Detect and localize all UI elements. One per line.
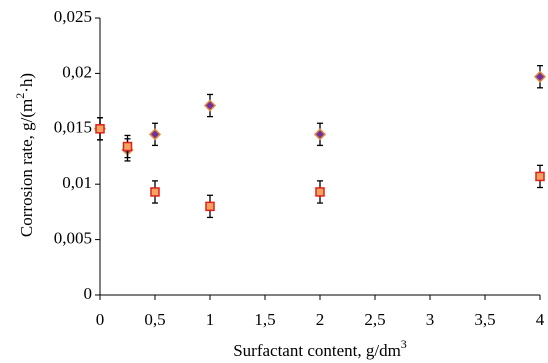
y-tick-label: 0,015: [54, 118, 92, 137]
y-axis-label-text-end: ·h): [17, 73, 36, 93]
square-marker: [315, 187, 325, 197]
y-tick-label: 0,005: [54, 229, 92, 248]
x-axis-label: Surfactant content, g/dm3: [233, 337, 407, 360]
y-axis-label-sup: 2: [13, 93, 27, 99]
y-tick-label: 0,02: [62, 62, 92, 81]
y-tick-label: 0,025: [54, 7, 92, 26]
x-axis-label-text: Surfactant content, g/dm: [233, 341, 401, 360]
square-marker: [535, 171, 545, 182]
square-marker: [122, 141, 133, 152]
x-tick-label: 0: [96, 310, 105, 329]
x-axis-label-sup: 3: [401, 337, 407, 351]
diamond-marker: [313, 128, 327, 141]
x-tick-label: 4: [536, 310, 545, 329]
square-marker: [205, 201, 215, 212]
diamond-marker: [203, 99, 217, 112]
diamond-marker: [533, 70, 547, 83]
x-tick-label: 1: [206, 310, 215, 329]
square-marker: [150, 187, 160, 197]
x-tick-label: 2: [316, 310, 325, 329]
y-tick-label: 0,01: [62, 173, 92, 192]
diamond-marker: [148, 128, 162, 141]
x-tick-label: 2,5: [364, 310, 385, 329]
square-marker: [95, 124, 105, 134]
x-tick-label: 3: [426, 310, 435, 329]
y-tick-label: 0: [84, 284, 93, 303]
y-axis-label: Corrosion rate, g/(m2·h): [13, 73, 36, 237]
x-tick-label: 0,5: [144, 310, 165, 329]
x-tick-label: 3,5: [474, 310, 495, 329]
y-axis-label-text: Corrosion rate, g/(m: [17, 99, 36, 237]
x-tick-label: 1,5: [254, 310, 275, 329]
